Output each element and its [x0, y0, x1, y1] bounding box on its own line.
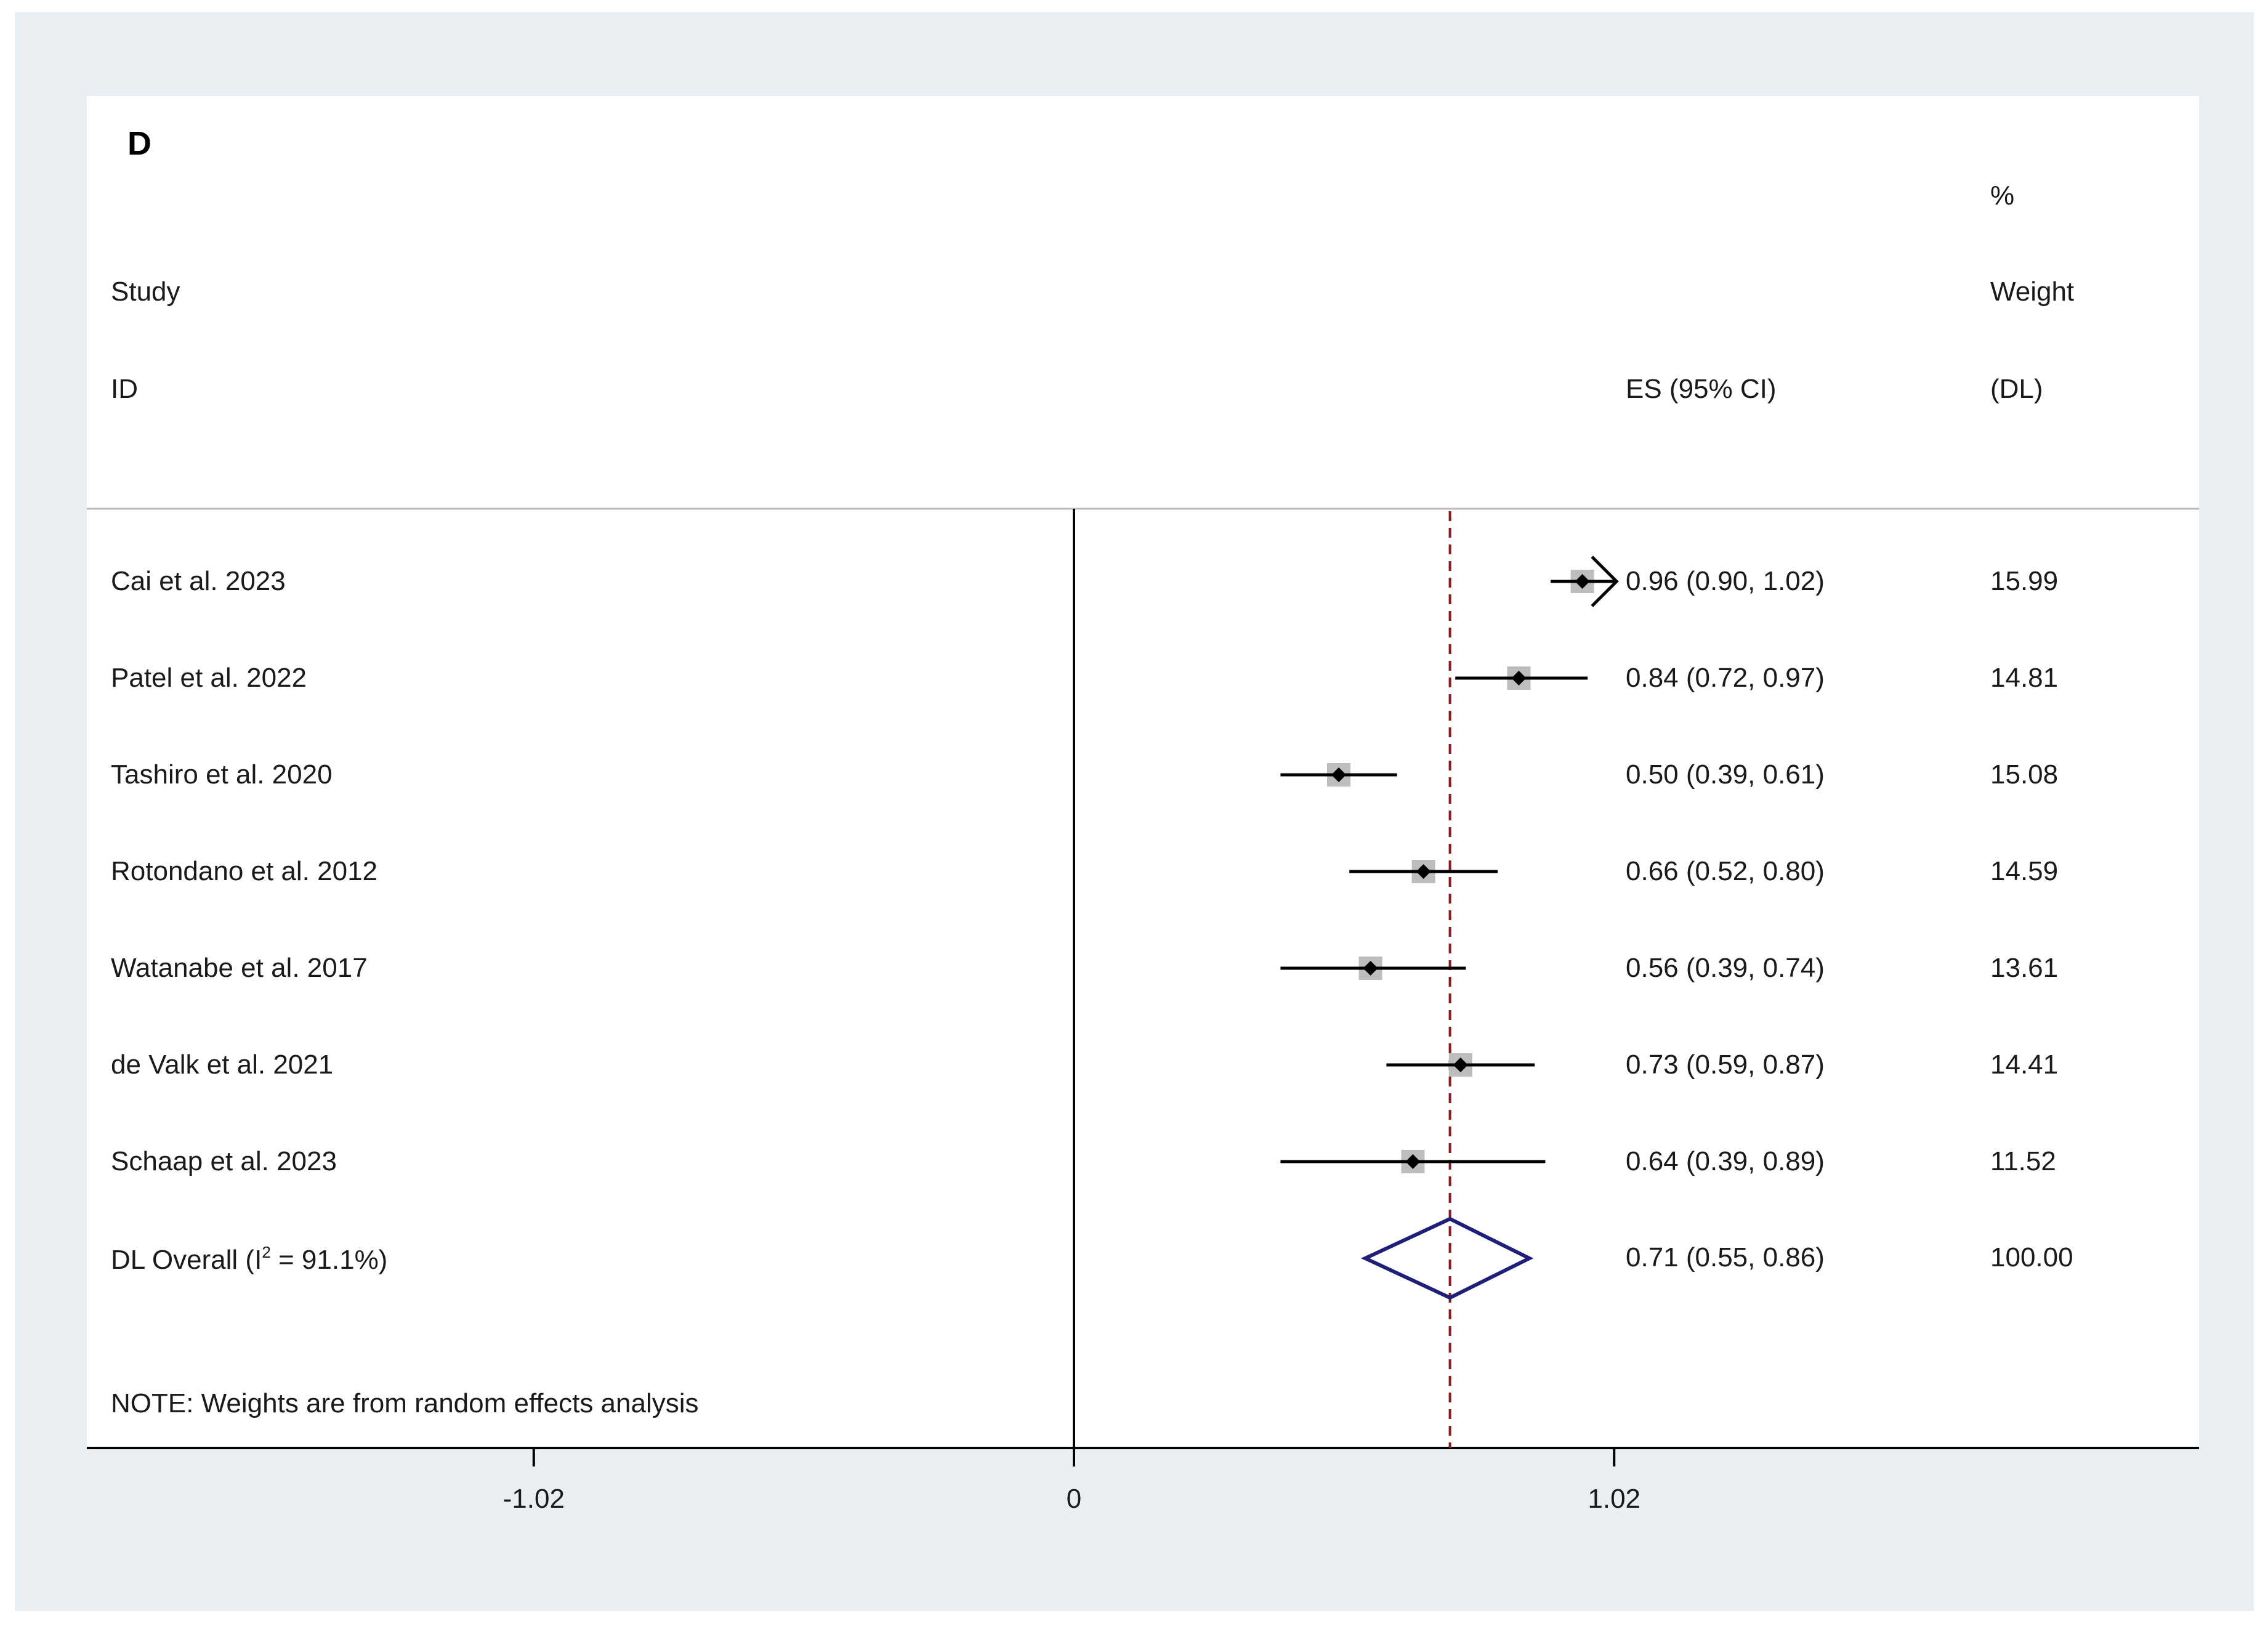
study-weight: 15.99 — [1990, 566, 2059, 596]
study-es-text: 0.64 (0.39, 0.89) — [1626, 1146, 1825, 1176]
overall-label-suffix: = 91.1%) — [270, 1245, 388, 1275]
study-es-text: 0.84 (0.72, 0.97) — [1626, 663, 1825, 693]
study-es-text: 0.96 (0.90, 1.02) — [1626, 566, 1825, 596]
study-weight: 15.08 — [1990, 759, 2059, 790]
study-id: Patel et al. 2022 — [111, 663, 307, 693]
overall-es-text: 0.71 (0.55, 0.86) — [1626, 1242, 1825, 1272]
ci-truncation-arrow — [1591, 556, 1619, 607]
study-id: Rotondano et al. 2012 — [111, 856, 378, 886]
study-weight: 14.81 — [1990, 663, 2059, 693]
header-id: ID — [111, 374, 138, 404]
overall-diamond — [1360, 1216, 1534, 1300]
header-weight: Weight — [1990, 277, 2075, 307]
x-tick-label: 0 — [1067, 1484, 1081, 1514]
study-es-text: 0.56 (0.39, 0.74) — [1626, 953, 1825, 983]
study-id: Watanabe et al. 2017 — [111, 953, 368, 983]
point-estimate — [1416, 864, 1431, 879]
x-tick-label: -1.02 — [503, 1484, 565, 1514]
point-estimate — [1363, 961, 1378, 976]
study-es-text: 0.73 (0.59, 0.87) — [1626, 1050, 1825, 1080]
point-estimate — [1405, 1154, 1421, 1169]
point-estimate — [1511, 671, 1527, 686]
point-estimate — [1453, 1058, 1468, 1072]
header-weight-percent: % — [1990, 180, 2015, 211]
overall-label-sup: 2 — [262, 1243, 271, 1261]
study-id: Cai et al. 2023 — [111, 566, 286, 596]
panel-label: D — [127, 125, 151, 162]
study-weight: 11.52 — [1990, 1146, 2056, 1176]
study-weight: 14.59 — [1990, 856, 2059, 886]
header-weight-dl: (DL) — [1990, 374, 2043, 404]
overall-weight: 100.00 — [1990, 1242, 2073, 1272]
note-text: NOTE: Weights are from random effects an… — [111, 1388, 699, 1418]
study-id: Tashiro et al. 2020 — [111, 759, 333, 790]
forest-plot-panel — [87, 96, 2199, 1448]
x-tick-label: 1.02 — [1588, 1484, 1640, 1514]
study-weight: 13.61 — [1990, 953, 2059, 983]
point-estimate — [1575, 574, 1590, 589]
overall-label-prefix: DL Overall (I — [111, 1245, 262, 1275]
study-id: de Valk et al. 2021 — [111, 1050, 334, 1080]
point-estimate — [1331, 767, 1346, 782]
study-weight: 14.41 — [1990, 1050, 2059, 1080]
overall-label: DL Overall (I2 = 91.1%) — [111, 1244, 387, 1274]
study-es-text: 0.50 (0.39, 0.61) — [1626, 759, 1825, 790]
study-es-text: 0.66 (0.52, 0.80) — [1626, 856, 1825, 886]
header-es: ES (95% CI) — [1626, 374, 1777, 404]
header-study: Study — [111, 277, 180, 307]
study-id: Schaap et al. 2023 — [111, 1146, 337, 1176]
